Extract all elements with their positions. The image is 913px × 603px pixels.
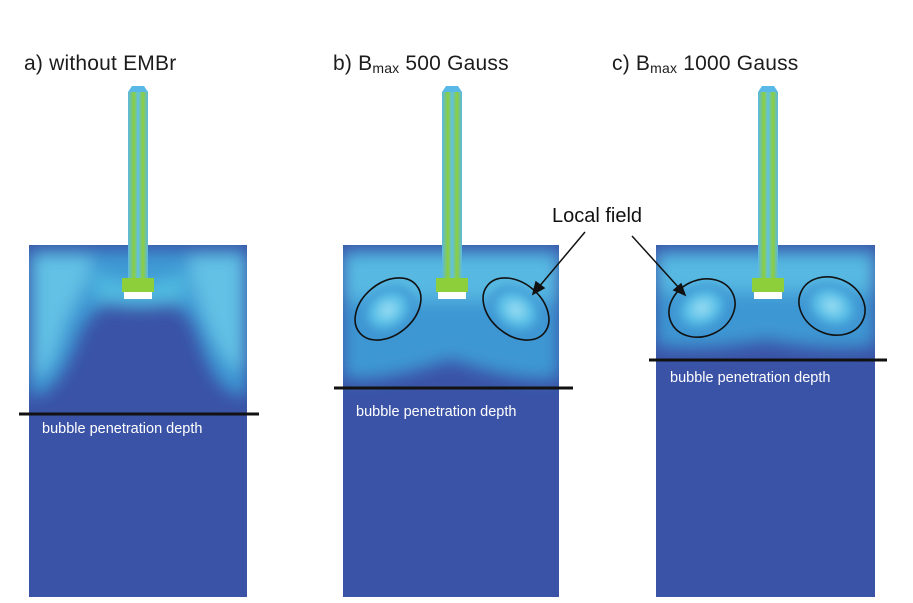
panel-c-simulation bbox=[656, 86, 875, 597]
nozzle bbox=[758, 92, 778, 278]
panel-a-simulation bbox=[29, 86, 247, 597]
nozzle-port bbox=[754, 292, 782, 299]
nozzle bbox=[442, 92, 462, 278]
local-field-ellipse bbox=[668, 278, 736, 338]
depth-label: bubble penetration depth bbox=[42, 421, 202, 437]
local-field-ellipse bbox=[798, 276, 866, 336]
callout-arrows bbox=[531, 231, 687, 297]
bubble-plume bbox=[29, 250, 247, 396]
panel-b-simulation bbox=[343, 86, 559, 597]
depth-label: bubble penetration depth bbox=[670, 370, 830, 386]
panel-a-title: a) without EMBr bbox=[24, 52, 177, 75]
nozzle-port bbox=[124, 292, 152, 299]
nozzle bbox=[128, 92, 148, 278]
local-field-ellipse bbox=[354, 277, 422, 341]
depth-label: bubble penetration depth bbox=[356, 404, 516, 420]
nozzle-port bbox=[438, 292, 466, 299]
local-field-label: Local field bbox=[552, 205, 643, 227]
panel-b-title: b) Bmax 500 Gauss bbox=[333, 52, 509, 76]
panel-c-title: c) Bmax 1000 Gauss bbox=[612, 52, 799, 76]
local-field-ellipse bbox=[482, 277, 550, 341]
